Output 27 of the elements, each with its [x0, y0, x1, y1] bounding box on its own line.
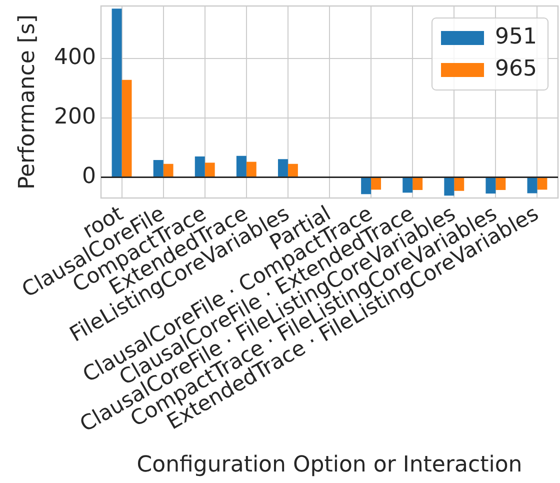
bar: [444, 178, 454, 196]
bar: [153, 160, 164, 177]
y-tick-label: 0: [82, 164, 96, 189]
bar: [288, 164, 298, 177]
y-axis-title: Performance [s]: [14, 14, 40, 190]
legend-label: 951: [495, 24, 538, 50]
bar: [486, 178, 496, 194]
bar: [163, 164, 174, 177]
bar: [112, 8, 122, 177]
bar: [371, 178, 382, 190]
bar: [537, 178, 548, 190]
bar: [236, 156, 246, 177]
x-axis-title: Configuration Option or Interaction: [136, 452, 522, 478]
y-tick-label: 200: [54, 104, 96, 130]
bar: [402, 178, 413, 193]
legend-label: 965: [495, 56, 538, 82]
bar: [246, 162, 256, 177]
bar: [194, 156, 205, 177]
bar: [278, 159, 288, 177]
bar: [122, 80, 132, 177]
bar: [496, 178, 506, 190]
bar: [204, 162, 215, 177]
bar: [361, 178, 372, 194]
bar: [527, 178, 538, 194]
bar: [412, 178, 423, 190]
bar: [454, 178, 464, 191]
y-tick-label: 400: [54, 45, 96, 70]
